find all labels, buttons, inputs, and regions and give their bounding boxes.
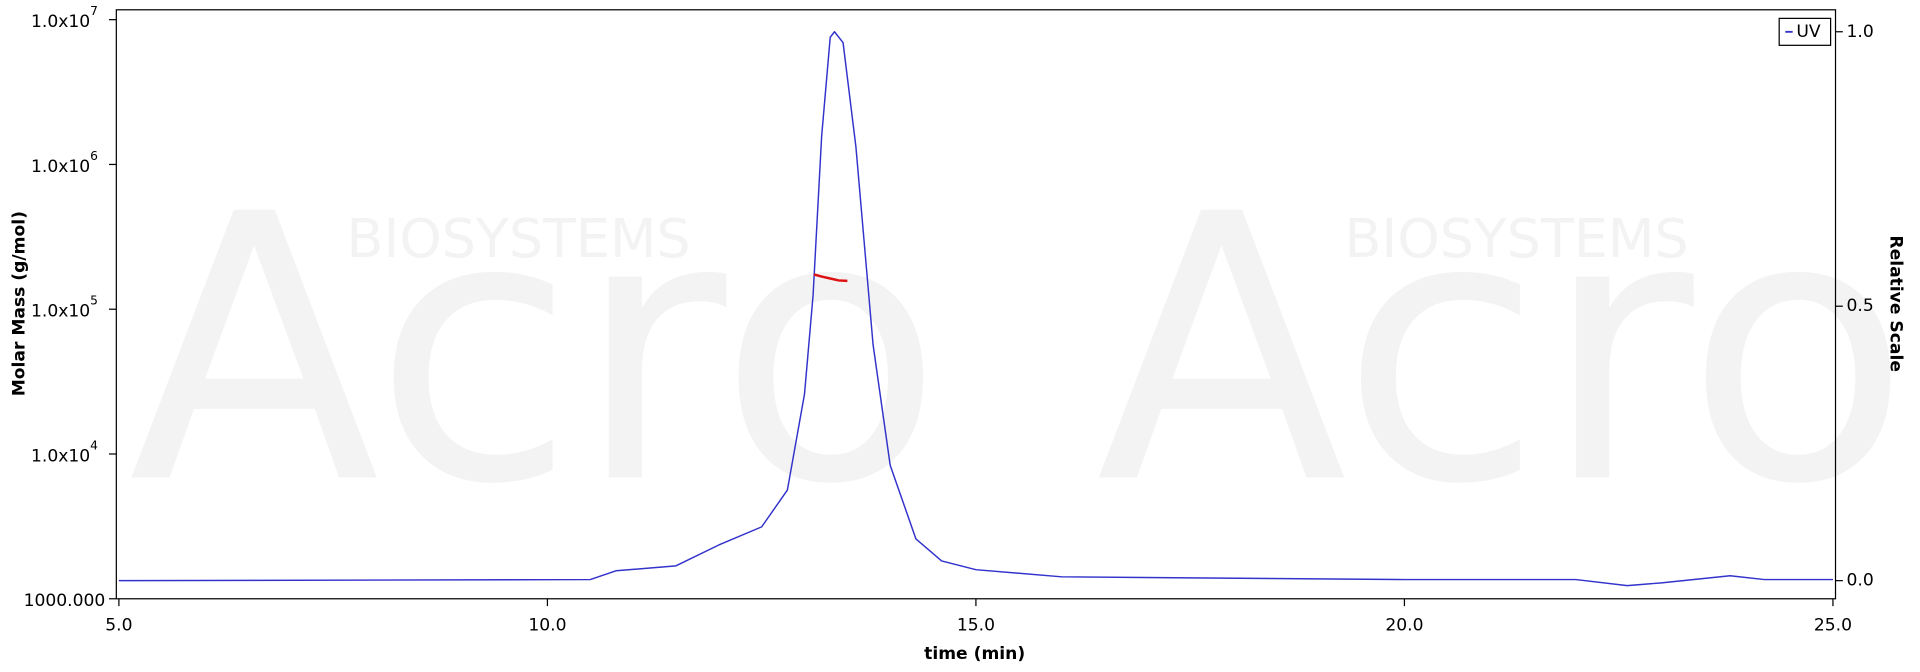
legend-label: UV bbox=[1796, 22, 1821, 42]
x-tick-label: 20.0 bbox=[1385, 616, 1423, 636]
y2-tick-label: 0.5 bbox=[1847, 296, 1874, 316]
x-tick-label: 25.0 bbox=[1814, 616, 1852, 636]
x-axis-title: time (min) bbox=[924, 644, 1025, 664]
y-axis-title: Molar Mass (g/mol) bbox=[10, 211, 30, 396]
y-tick-exponent: 6 bbox=[90, 148, 98, 162]
y2-tick-label: 0.0 bbox=[1847, 571, 1874, 591]
y-tick-label: 1.0x105 bbox=[31, 293, 98, 322]
x-tick-label: 5.0 bbox=[105, 616, 132, 636]
y-tick-label-base: 1.0x10 bbox=[31, 12, 90, 32]
y2-axis-title: Relative Scale bbox=[1886, 235, 1906, 372]
y-tick-label-base: 1000.000 bbox=[24, 591, 106, 611]
x-tick-label: 15.0 bbox=[957, 616, 995, 636]
watermark: Acro bbox=[129, 137, 944, 565]
series-line bbox=[118, 31, 1833, 587]
watermark-sub: BIOSYSTEMS bbox=[1344, 207, 1688, 270]
y-tick-label-base: 1.0x10 bbox=[31, 302, 90, 322]
y-tick-label: 1.0x106 bbox=[31, 148, 98, 177]
y-tick-label-base: 1.0x10 bbox=[31, 446, 90, 466]
y-tick-label: 1000.000 bbox=[24, 591, 106, 611]
y-tick-exponent: 7 bbox=[90, 4, 98, 18]
y-tick-label: 1.0x104 bbox=[31, 438, 98, 467]
y-tick-exponent: 4 bbox=[90, 438, 98, 452]
y-tick-label: 1.0x107 bbox=[31, 4, 98, 33]
y-tick-exponent: 5 bbox=[90, 293, 98, 307]
watermark-sub: BIOSYSTEMS bbox=[347, 207, 691, 270]
legend: UV bbox=[1778, 17, 1832, 46]
x-tick-label: 10.0 bbox=[528, 616, 566, 636]
y2-tick-label: 1.0 bbox=[1847, 22, 1874, 42]
series-line bbox=[813, 273, 848, 283]
y-tick-label-base: 1.0x10 bbox=[31, 157, 90, 177]
watermark: Acro bbox=[1096, 137, 1911, 565]
